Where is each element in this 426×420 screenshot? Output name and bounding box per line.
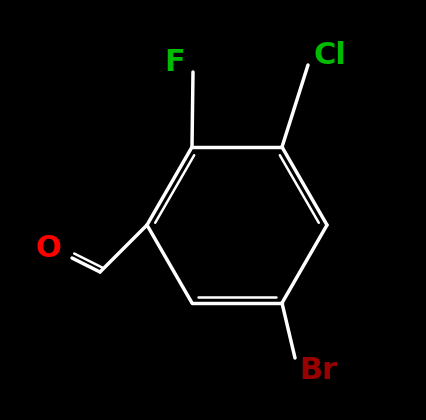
Text: Br: Br — [298, 355, 336, 384]
Text: F: F — [164, 47, 185, 76]
Text: O: O — [35, 234, 61, 262]
Text: Cl: Cl — [313, 40, 345, 69]
